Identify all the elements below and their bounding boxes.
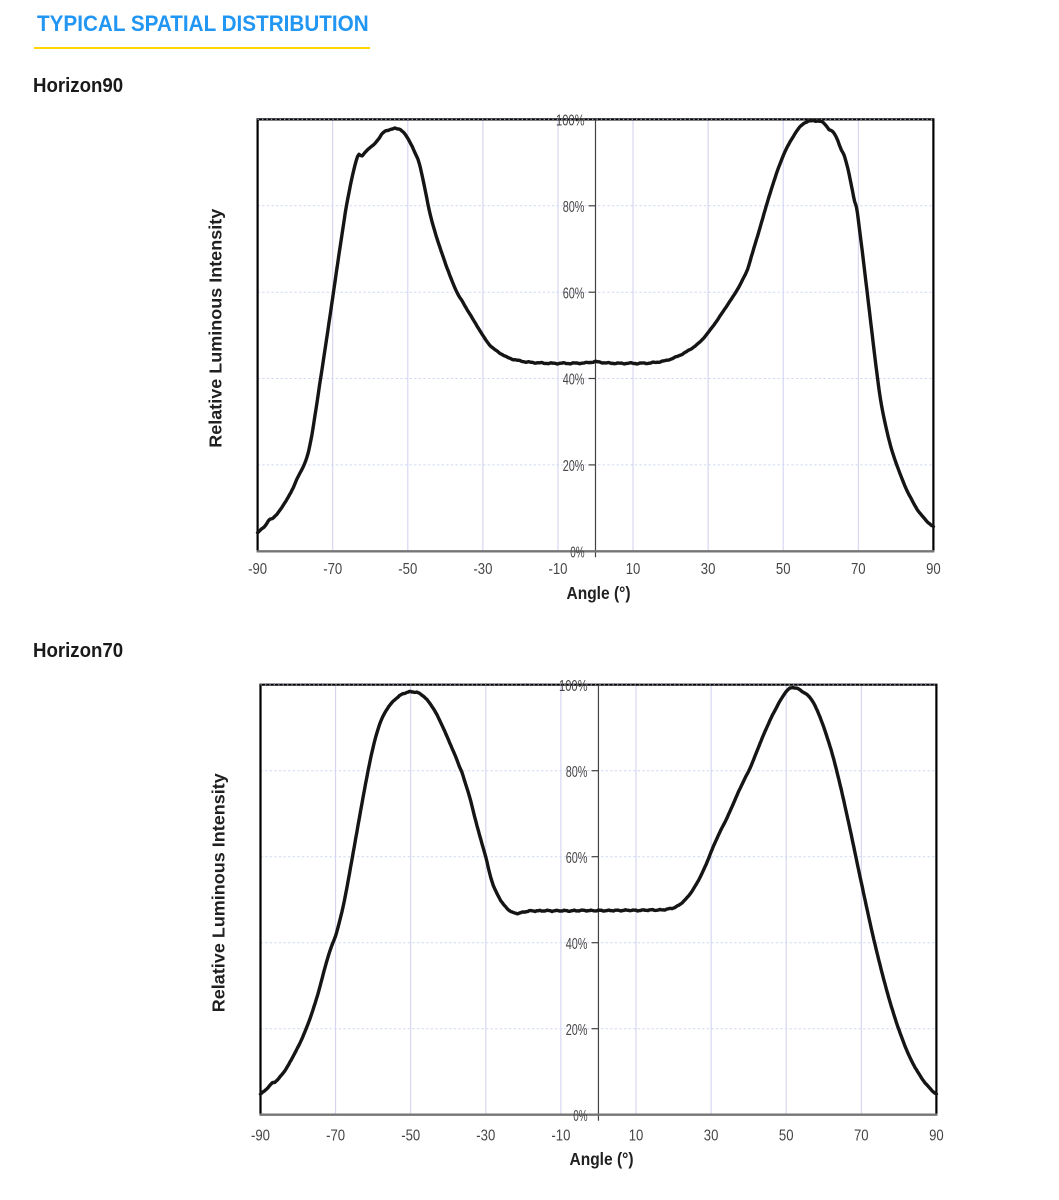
svg-text:20%: 20% — [563, 458, 585, 475]
svg-text:40%: 40% — [566, 936, 588, 953]
svg-text:Angle (°): Angle (°) — [570, 1149, 634, 1169]
svg-text:-30: -30 — [476, 1127, 495, 1144]
svg-text:-90: -90 — [251, 1127, 270, 1144]
svg-text:80%: 80% — [566, 764, 588, 781]
svg-text:-50: -50 — [401, 1127, 420, 1144]
svg-text:-10: -10 — [551, 1127, 570, 1144]
svg-text:50: 50 — [779, 1127, 794, 1144]
svg-text:30: 30 — [704, 1127, 719, 1144]
svg-text:0%: 0% — [573, 1108, 587, 1125]
svg-text:Relative Luminous Intensity: Relative Luminous Intensity — [206, 209, 226, 448]
svg-text:70: 70 — [851, 561, 866, 578]
svg-text:80%: 80% — [563, 199, 585, 216]
svg-text:-90: -90 — [248, 561, 267, 578]
svg-text:10: 10 — [626, 561, 641, 578]
svg-text:50: 50 — [776, 561, 791, 578]
svg-text:20%: 20% — [566, 1022, 588, 1039]
svg-text:70: 70 — [854, 1127, 869, 1144]
svg-text:Angle (°): Angle (°) — [567, 583, 631, 603]
svg-text:40%: 40% — [563, 372, 585, 389]
svg-text:-10: -10 — [549, 561, 568, 578]
svg-text:100%: 100% — [559, 678, 588, 695]
svg-text:-30: -30 — [473, 561, 492, 578]
svg-text:60%: 60% — [563, 285, 585, 302]
svg-text:90: 90 — [926, 561, 941, 578]
svg-text:-70: -70 — [323, 561, 342, 578]
svg-text:0%: 0% — [570, 544, 584, 561]
svg-text:-70: -70 — [326, 1127, 345, 1144]
svg-text:60%: 60% — [566, 850, 588, 867]
svg-text:Relative Luminous Intensity: Relative Luminous Intensity — [209, 773, 229, 1012]
svg-text:-50: -50 — [398, 561, 417, 578]
svg-text:90: 90 — [929, 1127, 944, 1144]
svg-text:100%: 100% — [556, 113, 585, 130]
svg-text:10: 10 — [629, 1127, 644, 1144]
svg-text:30: 30 — [701, 561, 716, 578]
